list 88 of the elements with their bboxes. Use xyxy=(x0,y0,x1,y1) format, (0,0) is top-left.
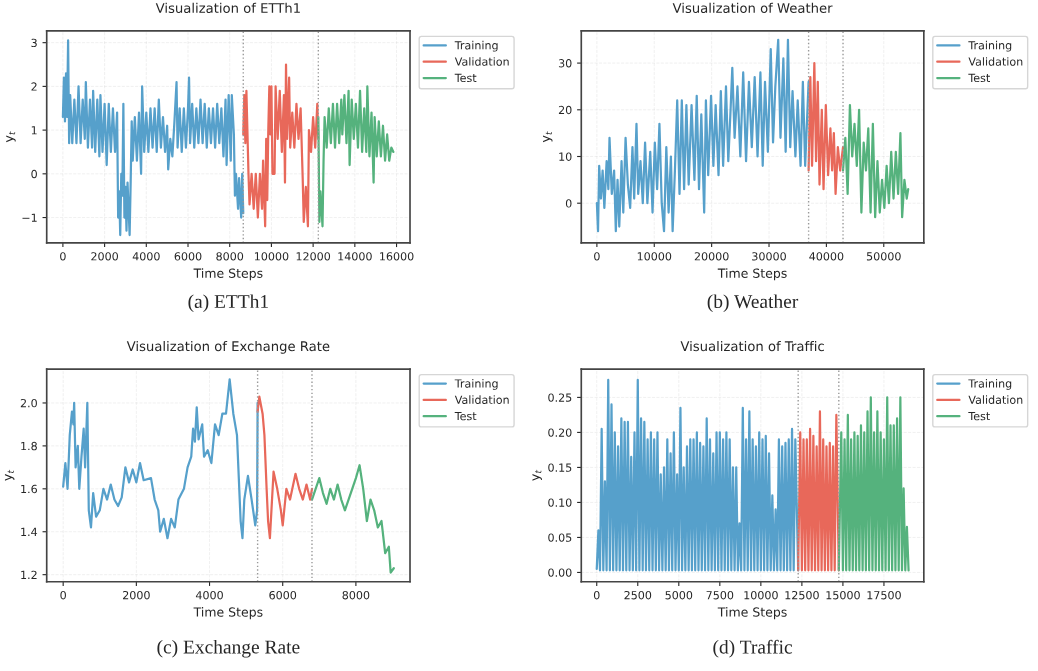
legend-label: Training xyxy=(454,40,498,52)
y-tick-label: 2 xyxy=(31,82,37,91)
x-tick-label: 50000 xyxy=(866,252,901,261)
legend-label: Training xyxy=(968,40,1012,52)
x-tick-label: 30000 xyxy=(752,252,786,261)
x-tick-label: 2500 xyxy=(624,590,652,600)
y-tick-label: 1.4 xyxy=(21,527,38,536)
legend-label: Test xyxy=(968,73,990,83)
legend-label: Test xyxy=(968,412,990,421)
x-tick-label: 0 xyxy=(60,252,66,261)
line-series xyxy=(242,63,320,228)
x-axis-title: Time Steps xyxy=(717,268,787,281)
x-tick-label: 5000 xyxy=(665,590,693,600)
y-axis-title: y$_{t}$ xyxy=(543,131,553,143)
line-series xyxy=(310,464,395,574)
x-tick-label: 0 xyxy=(594,252,600,261)
y-tick-label: 1.2 xyxy=(21,570,37,579)
text: (a) ETTh1 xyxy=(188,294,268,313)
chart-title: Visualization of Exchange Rate xyxy=(126,340,330,354)
legend-label: Training xyxy=(454,379,498,390)
legend-label: Validation xyxy=(454,395,509,404)
y-tick-label: 0 xyxy=(31,169,37,179)
legend-label: Test xyxy=(454,412,477,421)
y-tick-label: −1 xyxy=(22,213,37,222)
x-tick-label: 2000 xyxy=(123,590,150,600)
x-tick-label: 6000 xyxy=(269,590,297,600)
y-axis-title: y$_{t}$ xyxy=(6,131,16,143)
x-tick-label: 2000 xyxy=(91,252,118,261)
y-tick-label: 1 xyxy=(31,126,37,135)
x-tick-label: 6000 xyxy=(174,252,202,261)
line-series xyxy=(595,38,810,233)
y-tick-label: 2.0 xyxy=(20,398,37,408)
legend-label: Validation xyxy=(968,57,1023,66)
y-tick-label: 10 xyxy=(559,152,572,161)
x-tick-label: 10000 xyxy=(744,590,778,600)
x-tick-label: 8000 xyxy=(342,590,370,600)
chart-title: Visualization of Weather xyxy=(672,2,833,13)
x-tick-label: 16000 xyxy=(380,252,414,261)
line-series xyxy=(256,395,314,540)
x-axis-title: Time Steps xyxy=(717,607,787,620)
line-series xyxy=(797,410,840,572)
x-tick-label: 10000 xyxy=(637,252,672,261)
y-tick-label: 1.8 xyxy=(21,441,37,451)
x-tick-label: 40000 xyxy=(809,252,844,261)
line-series xyxy=(807,61,845,195)
x-axis-title: Time Steps xyxy=(193,607,263,620)
line-series xyxy=(62,378,259,540)
x-tick-label: 4000 xyxy=(195,590,223,600)
chart-title: Visualization of Traffic xyxy=(680,340,824,352)
text: (d) Traffic xyxy=(713,639,793,658)
line-series xyxy=(595,378,800,572)
y-axis-title: y$_{t}$ xyxy=(532,469,542,481)
y-tick-label: 20 xyxy=(558,105,572,115)
x-tick-label: 20000 xyxy=(694,252,729,261)
x-tick-label: 12000 xyxy=(296,252,331,261)
x-tick-label: 0 xyxy=(60,590,66,600)
y-tick-label: 0.05 xyxy=(548,533,572,542)
y-tick-label: 30 xyxy=(558,59,572,68)
y-tick-label: 0.20 xyxy=(548,428,572,437)
x-tick-label: 14000 xyxy=(338,252,372,261)
y-tick-label: 3 xyxy=(31,38,37,48)
legend-label: Validation xyxy=(454,57,509,66)
line-series xyxy=(837,396,910,572)
text: (c) Exchange Rate xyxy=(157,639,300,658)
chart-title: Visualization of ETTh1 xyxy=(155,2,300,13)
y-tick-label: 1.6 xyxy=(21,484,37,494)
line-series xyxy=(841,104,910,219)
x-tick-label: 15000 xyxy=(826,590,860,600)
x-tick-label: 10000 xyxy=(254,252,289,261)
x-axis-title: Time Steps xyxy=(193,268,263,281)
y-tick-label: 0.25 xyxy=(548,393,572,402)
x-tick-label: 12500 xyxy=(785,590,819,600)
text: (b) Weather xyxy=(707,294,799,313)
x-tick-label: 17500 xyxy=(867,590,901,600)
y-axis-title: y$_{t}$ xyxy=(4,469,15,481)
line-series xyxy=(61,39,245,237)
legend-label: Training xyxy=(968,379,1012,390)
y-tick-label: 0.10 xyxy=(548,498,572,507)
y-tick-label: 0 xyxy=(565,199,572,208)
x-tick-label: 8000 xyxy=(216,252,244,261)
line-series xyxy=(317,85,395,228)
x-tick-label: 4000 xyxy=(132,252,160,261)
x-tick-label: 7500 xyxy=(706,590,734,600)
y-tick-label: 0.15 xyxy=(548,463,572,472)
x-tick-label: 0 xyxy=(593,590,600,600)
y-tick-label: 0.00 xyxy=(548,568,572,577)
legend-label: Validation xyxy=(968,395,1023,404)
legend-label: Test xyxy=(454,73,477,83)
